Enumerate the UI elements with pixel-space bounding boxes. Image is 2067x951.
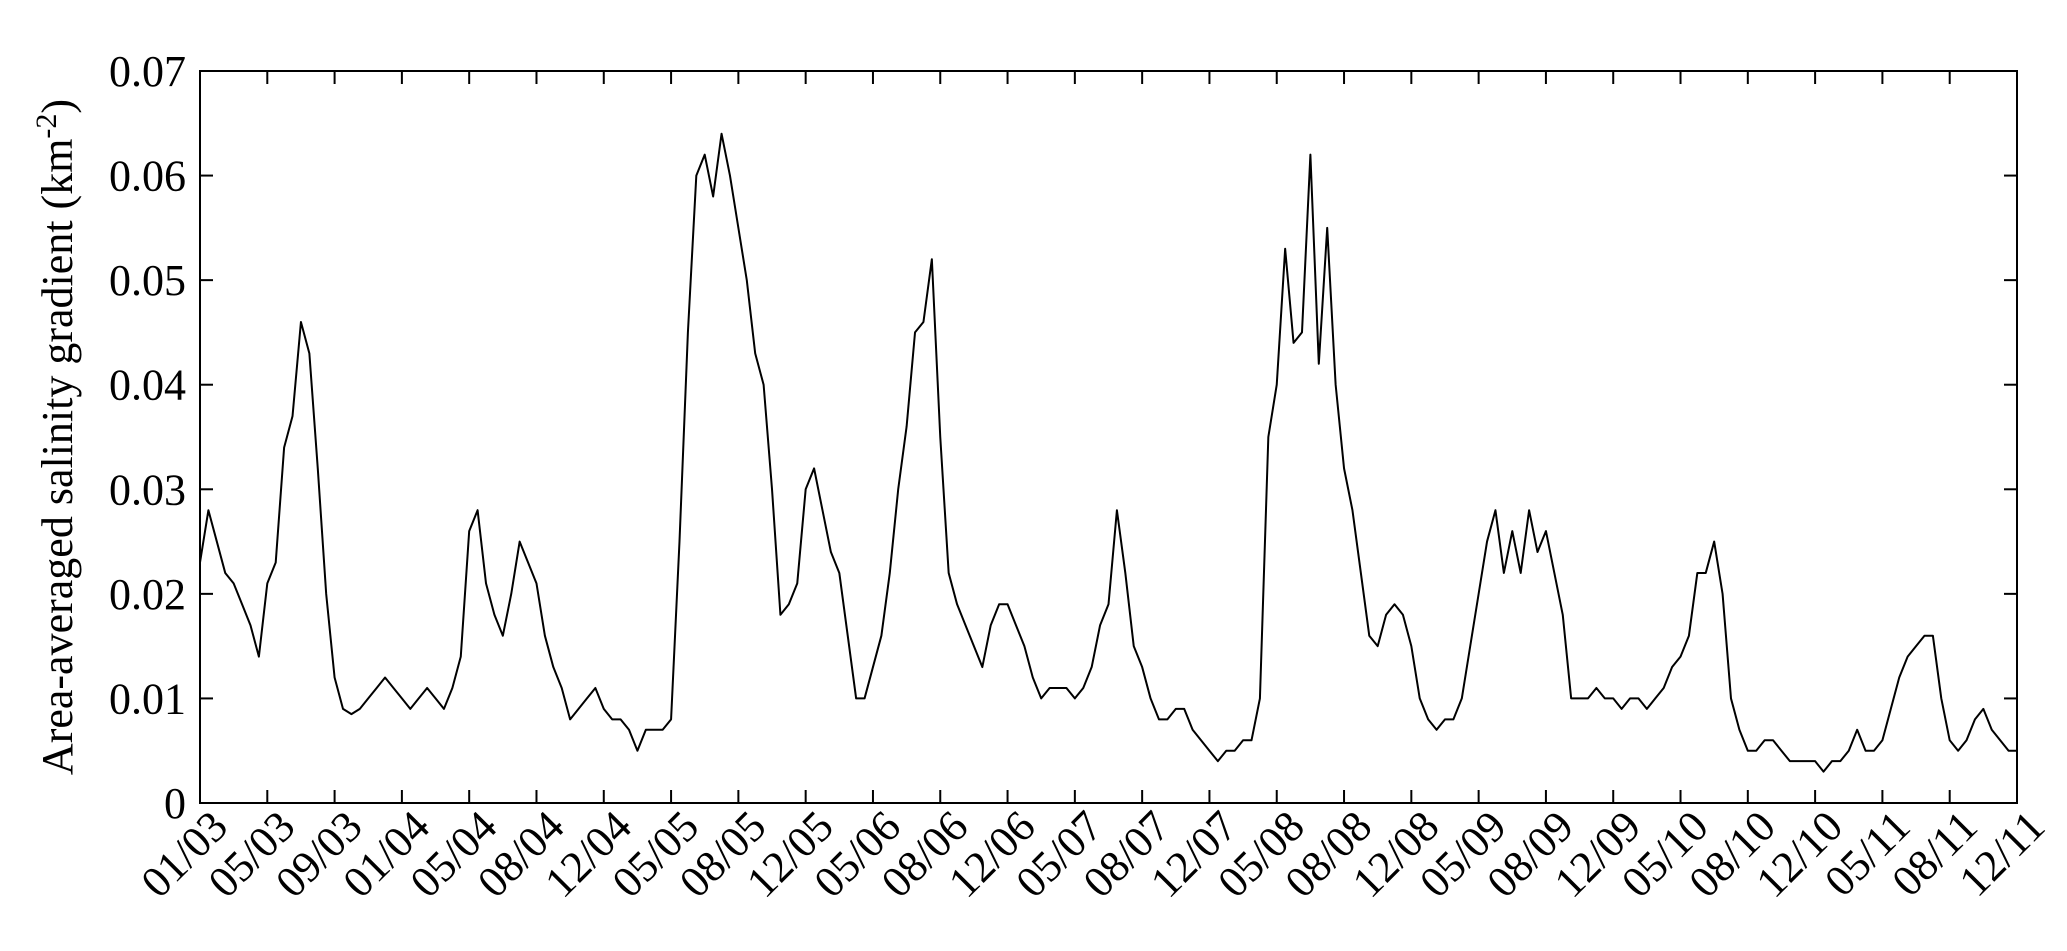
plot-frame [199, 70, 2018, 804]
y-axis-label-sup: -2 [30, 114, 63, 139]
y-tick-label: 0.07 [109, 47, 186, 96]
y-axis-label-end: ) [33, 99, 82, 114]
y-axis-label: Area-averaged salinity gradient (km-2) [30, 99, 82, 775]
y-tick-label: 0.01 [109, 674, 186, 723]
y-tick-label: 0.06 [109, 152, 186, 201]
y-tick-label: 0.03 [109, 465, 186, 514]
data-line [199, 132, 2017, 773]
y-tick-label: 0 [164, 779, 186, 828]
y-tick-label: 0.04 [109, 361, 186, 410]
y-tick-label: 0.02 [109, 570, 186, 619]
y-axis-label-text: Area-averaged salinity gradient (km [33, 139, 82, 776]
y-tick-label: 0.05 [109, 256, 186, 305]
